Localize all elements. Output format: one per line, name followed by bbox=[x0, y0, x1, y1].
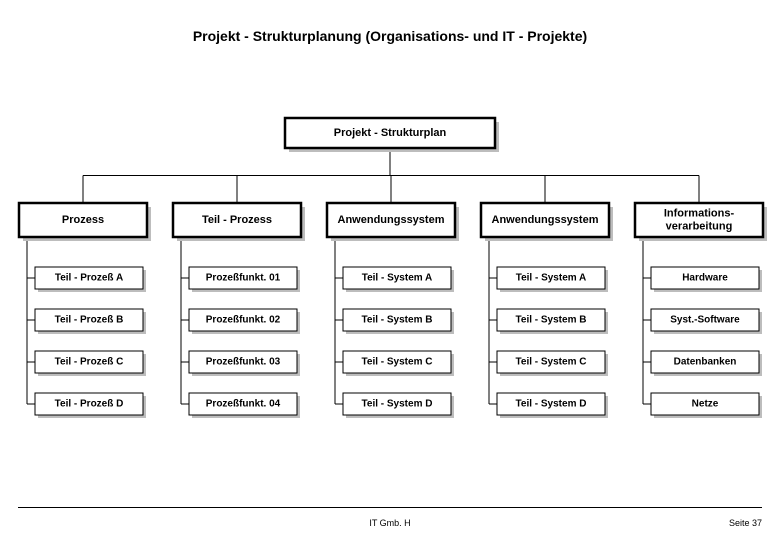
footer-right: Seite 37 bbox=[729, 518, 762, 528]
child-1-1-label: Prozeßfunkt. 02 bbox=[206, 315, 281, 326]
child-1-0-label: Prozeßfunkt. 01 bbox=[206, 273, 281, 284]
child-2-3-label: Teil - System D bbox=[362, 399, 433, 410]
child-1-3-label: Prozeßfunkt. 04 bbox=[206, 399, 281, 410]
child-2-1-label: Teil - System B bbox=[362, 315, 433, 326]
child-3-0-label: Teil - System A bbox=[516, 273, 587, 284]
child-0-3-label: Teil - Prozeß D bbox=[55, 399, 124, 410]
group-header-0-label: Prozess bbox=[62, 214, 104, 226]
child-4-0-label: Hardware bbox=[682, 273, 728, 284]
org-chart: Projekt - Strukturplan Prozess Teil - Proz… bbox=[0, 0, 780, 540]
child-3-2-label: Teil - System C bbox=[516, 357, 587, 368]
child-3-3-label: Teil - System D bbox=[516, 399, 587, 410]
group-header-2-label: Anwendungssystem bbox=[338, 214, 445, 226]
child-4-1-label: Syst.-Software bbox=[670, 315, 740, 326]
child-3-1-label: Teil - System B bbox=[516, 315, 587, 326]
group-header-3-label: Anwendungssystem bbox=[492, 214, 599, 226]
child-0-1-label: Teil - Prozeß B bbox=[55, 315, 124, 326]
child-0-0-label: Teil - Prozeß A bbox=[55, 273, 123, 284]
group-header-1-label: Teil - Prozess bbox=[202, 214, 272, 226]
group-header-4-label: verarbeitung bbox=[666, 220, 733, 232]
child-1-2-label: Prozeßfunkt. 03 bbox=[206, 357, 281, 368]
child-4-2-label: Datenbanken bbox=[674, 357, 737, 368]
group-header-4-label: Informations- bbox=[664, 207, 735, 219]
child-2-2-label: Teil - System C bbox=[362, 357, 433, 368]
child-2-0-label: Teil - System A bbox=[362, 273, 433, 284]
footer-divider bbox=[18, 507, 762, 508]
child-4-3-label: Netze bbox=[692, 399, 719, 410]
footer-center: IT Gmb. H bbox=[18, 518, 762, 528]
root-box-label: Projekt - Strukturplan bbox=[334, 127, 447, 139]
child-0-2-label: Teil - Prozeß C bbox=[55, 357, 124, 368]
